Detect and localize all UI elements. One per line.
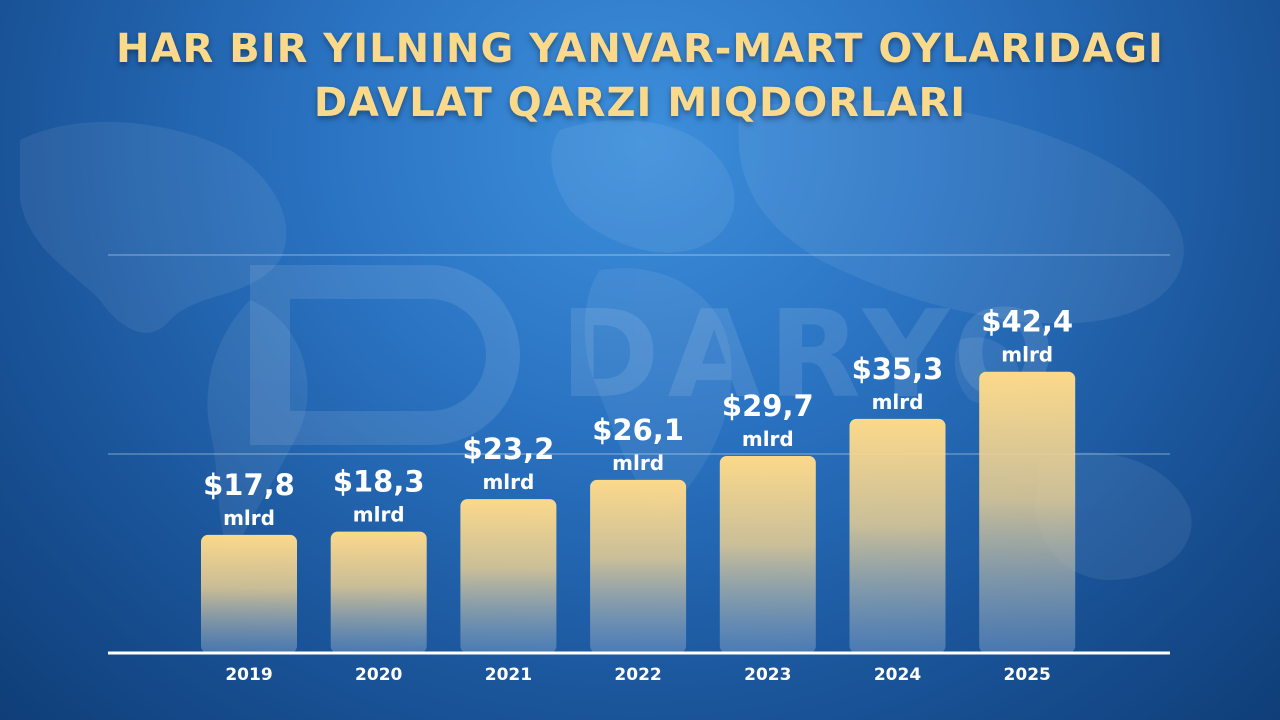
- daryo-logo-icon: [250, 265, 520, 445]
- x-tick-2020: 2020: [355, 665, 402, 685]
- bar-2022: [590, 479, 687, 653]
- unit-label-2021: mlrd: [482, 470, 534, 494]
- unit-label-2023: mlrd: [742, 427, 794, 451]
- x-tick-2025: 2025: [1004, 665, 1051, 685]
- x-tick-2019: 2019: [225, 665, 272, 685]
- chart-title-line-2: DAVLAT QARZI MIQDORLARI: [313, 80, 967, 126]
- bar-2024: [849, 418, 946, 653]
- bar-2023: [719, 455, 816, 653]
- value-label-2023: $29,7: [722, 389, 814, 423]
- bar-2021: [460, 499, 557, 653]
- x-tick-2022: 2022: [614, 665, 661, 685]
- unit-label-2020: mlrd: [353, 503, 405, 527]
- unit-label-2022: mlrd: [612, 451, 664, 475]
- value-label-2025: $42,4: [981, 305, 1073, 339]
- value-label-2021: $23,2: [463, 432, 555, 466]
- value-label-2022: $26,1: [592, 413, 684, 447]
- daryo-watermark: DARYO: [250, 260, 1150, 450]
- unit-label-2024: mlrd: [872, 390, 924, 414]
- bar-2019: [201, 534, 297, 653]
- unit-label-2019: mlrd: [223, 506, 275, 530]
- value-label-2024: $35,3: [852, 352, 944, 386]
- value-label-2019: $17,8: [203, 468, 295, 502]
- bar-2025: [979, 371, 1076, 653]
- value-label-2020: $18,3: [333, 465, 425, 499]
- chart-title-line-1: HAR BIR YILNING YANVAR-MART OYLARIDAGI: [116, 26, 1164, 72]
- x-tick-2023: 2023: [744, 665, 791, 685]
- x-tick-2024: 2024: [874, 665, 921, 685]
- unit-label-2025: mlrd: [1001, 343, 1053, 367]
- x-tick-2021: 2021: [485, 665, 532, 685]
- watermark-text: DARYO: [560, 285, 1063, 425]
- bar-2020: [330, 531, 427, 653]
- chart-title: HAR BIR YILNING YANVAR-MART OYLARIDAGI D…: [0, 22, 1280, 130]
